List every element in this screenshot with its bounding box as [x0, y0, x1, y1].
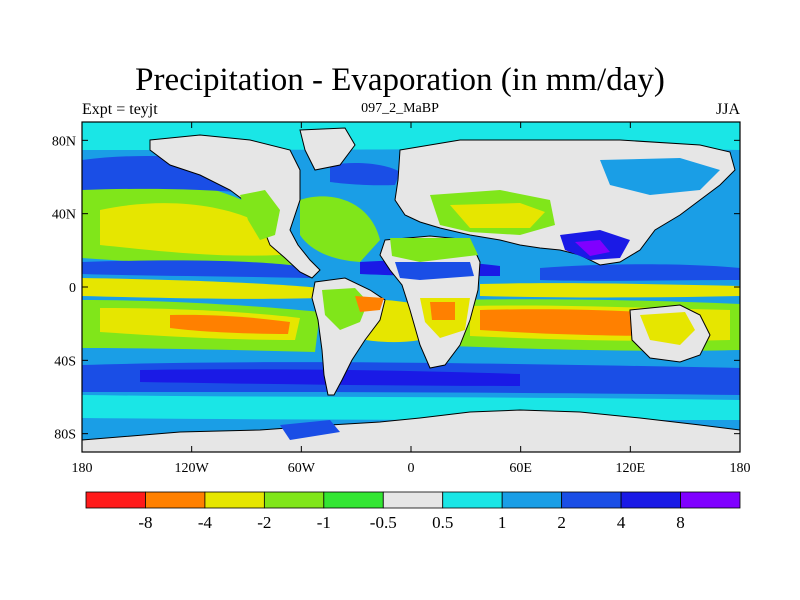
itcz-west-pacific-band: [540, 264, 740, 281]
south-america-orange: [355, 296, 384, 312]
page-title: Precipitation - Evaporation (in mm/day): [135, 62, 665, 98]
colorbar-label: 8: [676, 513, 685, 532]
experiment-label: Expt = teyjt: [82, 101, 158, 118]
colorbar-label: -4: [198, 513, 213, 532]
australia-dry: [640, 312, 695, 345]
colorbar-label: -1: [317, 513, 331, 532]
colorbar-label: -0.5: [370, 513, 397, 532]
colorbar-swatch: [442, 491, 503, 509]
lon-tick-label: 60E: [509, 461, 532, 476]
colorbar-swatch: [561, 491, 622, 509]
north-atlantic-dry-zone: [300, 196, 380, 262]
north-america-dry: [240, 190, 280, 240]
africa-wet-belt: [395, 262, 474, 280]
lon-tick-label: 120E: [616, 461, 646, 476]
north-pacific-dry-core: [100, 203, 280, 256]
greenland-land: [299, 127, 356, 171]
equatorial-dry-tongue: [82, 278, 320, 299]
colorbar-swatch: [145, 491, 206, 509]
lon-tick-label: 120W: [175, 461, 210, 476]
colorbar-label: -8: [138, 513, 152, 532]
colorbar-swatch: [263, 491, 325, 509]
colorbar-swatch: [323, 491, 384, 509]
colorbar-label: 4: [617, 513, 626, 532]
colorbar-swatch: [382, 491, 444, 509]
southern-africa-orange: [430, 302, 455, 320]
north-america-land: [149, 134, 321, 279]
central-asia-dry-core: [450, 203, 545, 228]
east-asia-monsoon-core: [575, 240, 610, 256]
lon-tick-label: 180: [72, 461, 93, 476]
colorbar-label: 0.5: [432, 513, 453, 532]
colorbar-swatch: [204, 491, 265, 509]
lat-tick-label: 80S: [54, 428, 76, 443]
colorbar-label: 2: [557, 513, 566, 532]
itcz-pacific-band: [82, 260, 310, 278]
north-atlantic-storm-track: [330, 162, 400, 186]
longitude-axis: 180 120W 60W 0 60E 120E 180: [72, 122, 751, 476]
season-label: JJA: [715, 101, 740, 118]
map-fields: [82, 122, 740, 452]
antarctica-coast-wet: [280, 420, 340, 440]
lon-tick-label: 180: [730, 461, 751, 476]
equatorial-dry-tongue-east: [480, 283, 740, 298]
latitude-axis: 80N 40N 0 40S 80S: [52, 134, 740, 443]
lon-tick-label: 60W: [288, 461, 316, 476]
north-africa-dry: [390, 238, 478, 262]
colorbar-swatch: [680, 491, 741, 509]
lat-tick-label: 80N: [52, 134, 76, 149]
siberia-wet: [600, 158, 720, 195]
colorbar-swatch: [620, 491, 681, 509]
colorbar: -8 -4 -2 -1 -0.5 0.5 1 2 4 8: [85, 491, 741, 532]
lon-tick-label: 0: [408, 461, 415, 476]
subantarctic-light-zone: [82, 395, 740, 420]
lat-tick-label: 40N: [52, 208, 76, 223]
lat-tick-label: 40S: [54, 354, 76, 369]
colorbar-label: 1: [498, 513, 507, 532]
colorbar-swatch: [501, 491, 563, 509]
colorbar-swatch: [85, 491, 146, 509]
time-label: 097_2_MaBP: [361, 101, 439, 116]
lat-tick-label: 0: [69, 281, 76, 296]
colorbar-label: -2: [257, 513, 271, 532]
south-pacific-orange: [170, 314, 290, 334]
